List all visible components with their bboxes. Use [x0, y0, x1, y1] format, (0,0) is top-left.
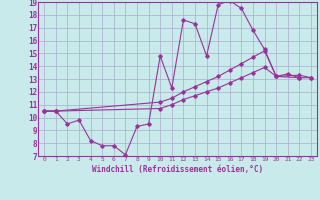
- X-axis label: Windchill (Refroidissement éolien,°C): Windchill (Refroidissement éolien,°C): [92, 165, 263, 174]
